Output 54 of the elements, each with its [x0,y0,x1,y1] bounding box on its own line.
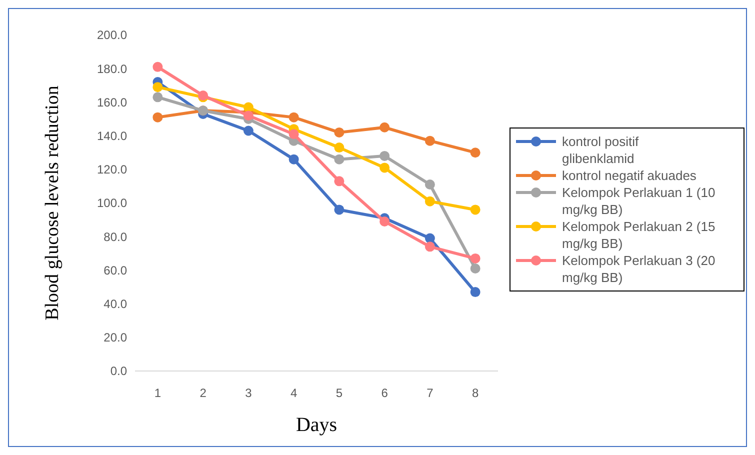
point [334,204,344,215]
x-tick-label: 4 [290,386,298,400]
legend-label: kontrol negatif akuades [562,168,697,184]
point [152,62,163,72]
x-tick-label: 5 [336,386,343,400]
y-tick-label: 60.0 [104,263,128,278]
point [243,102,254,112]
point [288,154,299,164]
point [334,142,344,153]
point [334,176,344,186]
y-tick-label: 140.0 [96,129,128,143]
point [424,242,435,252]
point [470,253,480,264]
point [380,216,390,226]
point [424,180,435,190]
point [380,162,390,173]
point [470,264,480,274]
y-tick-label: 200.0 [96,28,128,42]
point [470,287,480,298]
point [334,154,344,164]
x-axis-title: Days [296,414,338,436]
point [380,122,390,132]
point [243,110,254,121]
y-tick-label: 120.0 [96,162,128,177]
y-tick-label: 40.0 [104,297,128,311]
point [424,233,435,244]
x-tick-label: 3 [245,386,252,400]
y-tick-label: 20.0 [104,330,128,345]
y-tick-label: 80.0 [104,230,128,244]
point [152,92,163,102]
x-tick-label: 8 [472,386,479,400]
point [424,136,435,146]
y-tick-label: 180.0 [96,62,128,76]
point [243,126,254,136]
point [470,148,480,158]
point [380,150,390,161]
legend-label: Kelompok Perlakuan 3 (20 mg/kg BB) [562,253,716,286]
point [334,127,344,138]
x-tick-label: 1 [154,386,162,400]
legend-label: Kelompok Perlakuan 2 (15 mg/kg BB) [562,219,716,252]
y-tick-label: 0.0 [110,364,128,378]
point [152,112,163,122]
y-tick-label: 100.0 [96,196,128,210]
legend-label: Kelompok Perlakuan 1 (10 mg/kg BB) [562,185,716,218]
point [424,196,435,206]
y-tick-label: 160.0 [96,95,128,110]
point [288,129,299,140]
point [288,112,299,122]
y-axis-title: Blood glucose levels reduction [42,85,63,320]
point [470,204,480,215]
x-tick-label: 7 [426,386,434,400]
x-tick-label: 2 [200,386,207,400]
point [152,82,163,92]
x-tick-label: 6 [381,386,388,400]
